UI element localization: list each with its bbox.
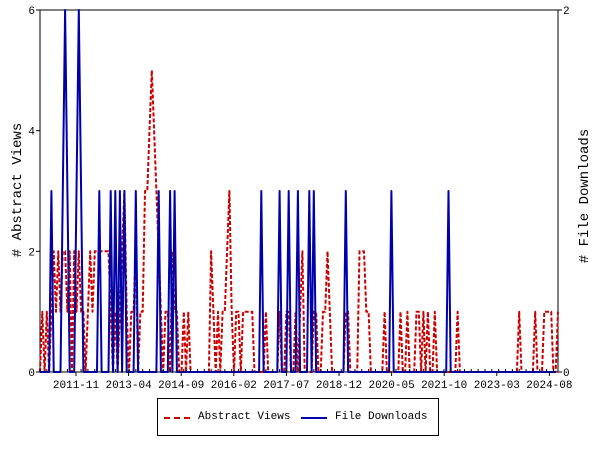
plot-frame [39, 9, 559, 373]
y-tick-label: 4 [28, 127, 35, 139]
series-line-file-downloads [40, 9, 556, 373]
x-tick-label: 2018-12 [316, 380, 362, 392]
y-tick-label: 6 [28, 6, 35, 18]
legend-swatch-abstract-views [164, 417, 190, 419]
legend-item-file-downloads: File Downloads [301, 411, 433, 425]
y-axis-label: # Abstract Views [10, 123, 26, 257]
legend-label-file-downloads: File Downloads [335, 411, 428, 423]
y2-axis-label: # File Downloads [577, 129, 593, 263]
legend-swatch-file-downloads [301, 417, 327, 419]
x-tick-label: 2011-11 [53, 380, 100, 392]
legend-item-abstract-views: Abstract Views [164, 411, 290, 425]
plot-border [39, 9, 559, 373]
series-layer [39, 9, 559, 373]
x-tick-label: 2017-07 [263, 380, 309, 392]
y2-tick-label: 2 [563, 6, 570, 18]
x-tick-label: 2014-09 [158, 380, 204, 392]
x-tick-label: 2023-03 [474, 380, 520, 392]
x-tick-label: 2020-05 [368, 380, 414, 392]
x-tick-label: 2013-04 [105, 380, 152, 392]
y-tick-label: 0 [28, 368, 35, 380]
x-tick-label: 2024-08 [526, 380, 572, 392]
legend: Abstract Views File Downloads [157, 398, 439, 436]
legend-label-abstract-views: Abstract Views [198, 411, 291, 423]
x-tick-label: 2021-10 [421, 380, 467, 392]
x-tick-label: 2016-02 [211, 380, 257, 392]
ticks-layer: 2011-11 2013-04 2014-09 2016-02 2017-07 2018-… [28, 6, 572, 392]
y-tick-label: 2 [28, 247, 35, 259]
y2-tick-label: 0 [563, 368, 570, 380]
